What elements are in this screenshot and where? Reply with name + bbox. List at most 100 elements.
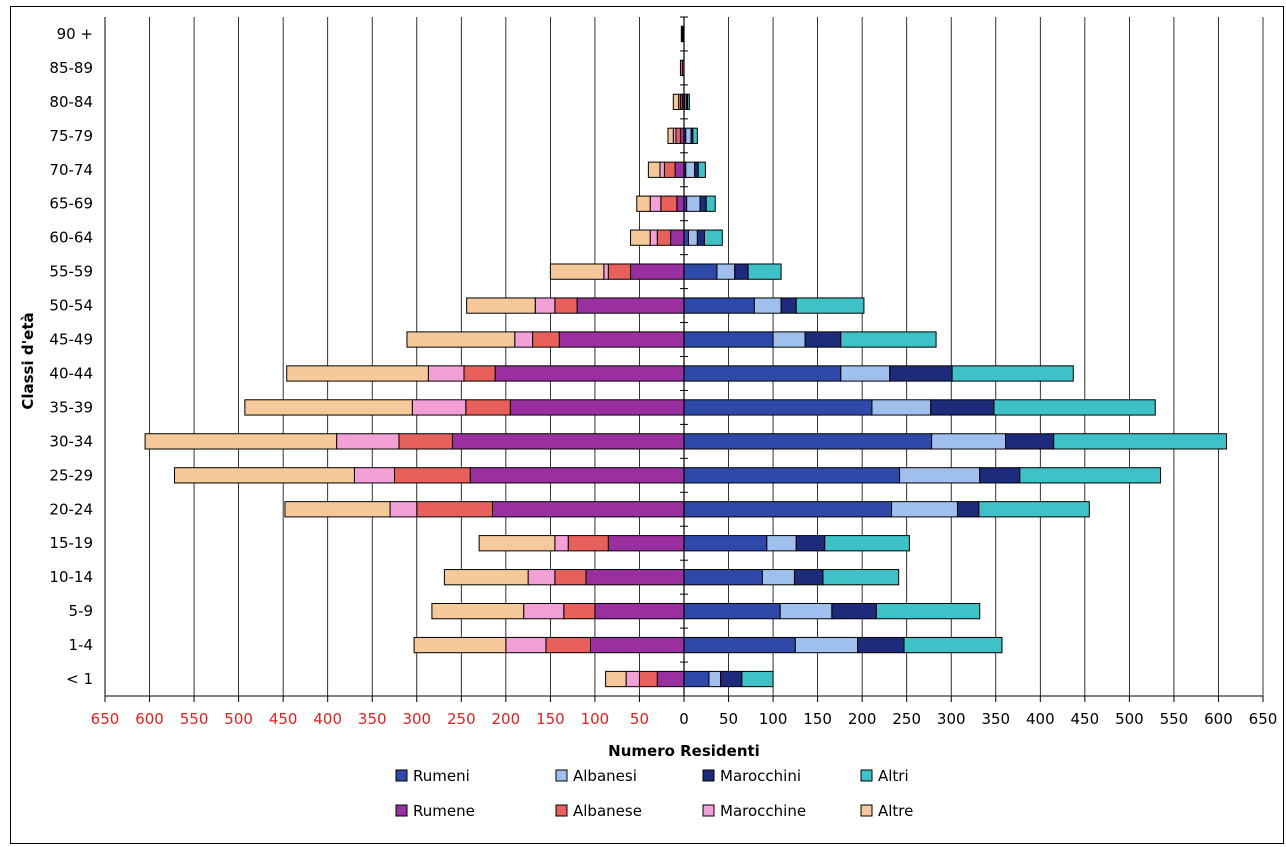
x-tick-label: 550 xyxy=(180,710,209,728)
bar-segment xyxy=(589,636,685,654)
bar-segment xyxy=(558,331,685,348)
x-tick-label: 250 xyxy=(447,710,476,728)
bar-segment xyxy=(716,263,736,280)
bar-segment xyxy=(554,535,569,552)
x-tick-label: 250 xyxy=(892,710,921,728)
bar-segment xyxy=(840,331,937,348)
bar-segment xyxy=(794,636,859,654)
bar-segment xyxy=(685,161,696,178)
bar-segment xyxy=(286,365,429,382)
y-tick-label: 70-74 xyxy=(49,161,93,179)
y-tick-label: 55-59 xyxy=(49,263,93,281)
bar-segment xyxy=(747,263,782,280)
bar-segment xyxy=(585,569,685,586)
legend: Rumeni Albanesi Marocchini Altri Rumene Alban… xyxy=(395,767,913,820)
legend-swatch xyxy=(702,769,715,782)
bar-segment xyxy=(656,670,685,688)
bar-segment xyxy=(527,569,556,586)
bar-segment xyxy=(753,297,782,314)
bar-segment xyxy=(532,331,560,348)
x-tick-label: 400 xyxy=(1026,710,1055,728)
x-tick-label: 600 xyxy=(135,710,164,728)
bar-segment xyxy=(930,399,995,416)
bar-segment xyxy=(647,161,661,178)
bar-segment xyxy=(567,535,609,552)
bar-segment xyxy=(413,636,507,654)
bar-segment xyxy=(406,331,516,348)
bar-segment xyxy=(1005,433,1055,450)
y-tick-label: 50-54 xyxy=(49,297,93,315)
bar-segment xyxy=(676,195,685,212)
population-pyramid-chart: 650 600 550 500 450 400 350 300 250 200 150 100 50 0 5… xyxy=(19,16,1277,820)
bar-segment xyxy=(463,365,496,382)
bar-segment xyxy=(545,636,591,654)
bar-segment xyxy=(683,331,774,348)
x-tick-label: 600 xyxy=(1204,710,1233,728)
bar-segment xyxy=(505,636,547,654)
x-tick-label: 150 xyxy=(803,710,832,728)
bar-segment xyxy=(416,501,493,518)
x-axis-title: Numero Residenti xyxy=(608,742,760,760)
bar-segment xyxy=(638,670,658,688)
bar-segment xyxy=(649,229,658,246)
x-tick-label: 350 xyxy=(358,710,387,728)
y-tick-label: 35-39 xyxy=(49,398,93,416)
bar-segment xyxy=(761,569,795,586)
bar-segment xyxy=(891,501,958,518)
bar-segment xyxy=(603,263,609,280)
x-tick-label: 0 xyxy=(679,710,689,728)
bar-segment xyxy=(656,229,672,246)
bar-segment xyxy=(708,670,722,688)
bar-segment xyxy=(554,569,587,586)
bar-segment xyxy=(554,297,578,314)
y-tick-label: 1-4 xyxy=(69,636,94,654)
bar-segment xyxy=(696,229,705,246)
x-tick-label: 500 xyxy=(1115,710,1144,728)
bar-segment xyxy=(683,602,781,620)
legend-label: Marocchini xyxy=(720,767,801,785)
x-tick-label: 100 xyxy=(581,710,610,728)
bar-segment xyxy=(466,297,536,314)
bar-segment xyxy=(831,602,877,620)
bar-segment xyxy=(625,670,640,688)
bar-segment xyxy=(779,602,833,620)
bar-segment xyxy=(889,365,953,382)
bar-segment xyxy=(636,195,651,212)
bar-segment xyxy=(822,569,900,586)
bar-segment xyxy=(443,569,529,586)
bar-segment xyxy=(630,263,685,280)
legend-swatch xyxy=(555,804,568,817)
bar-segment xyxy=(683,467,901,484)
bar-segment xyxy=(687,93,690,111)
legend-swatch xyxy=(395,769,408,782)
bar-segment xyxy=(389,501,418,518)
bar-segment xyxy=(244,399,413,416)
legend-swatch xyxy=(555,769,568,782)
x-tick-label: 50 xyxy=(630,710,649,728)
bar-segment xyxy=(607,263,632,280)
bar-segment xyxy=(683,433,933,450)
bar-segment xyxy=(679,59,683,77)
bar-segment xyxy=(683,263,718,280)
bar-segment xyxy=(875,602,981,620)
bar-segment xyxy=(734,263,749,280)
bar-segment xyxy=(871,399,932,416)
bar-segment xyxy=(514,331,534,348)
bar-segment xyxy=(903,636,1003,654)
x-tick-label: 650 xyxy=(1249,710,1278,728)
labels: 650 600 550 500 450 400 350 300 250 200 150 100 50 0 5… xyxy=(49,25,1277,728)
legend-label: Albanese xyxy=(573,802,642,820)
y-axis-title: Classi d'età xyxy=(19,312,37,409)
bar-segment xyxy=(772,331,806,348)
bar-segment xyxy=(692,127,698,144)
bar-segment xyxy=(353,467,395,484)
bar-segment xyxy=(780,297,797,314)
bar-segment xyxy=(427,365,465,382)
bar-segment xyxy=(795,297,865,314)
x-tick-label: 150 xyxy=(536,710,565,728)
y-tick-label: 65-69 xyxy=(49,195,93,213)
bar-segment xyxy=(284,501,391,518)
bar-segment xyxy=(494,365,685,382)
x-tick-label: 400 xyxy=(313,710,342,728)
bar-segment xyxy=(478,535,556,552)
